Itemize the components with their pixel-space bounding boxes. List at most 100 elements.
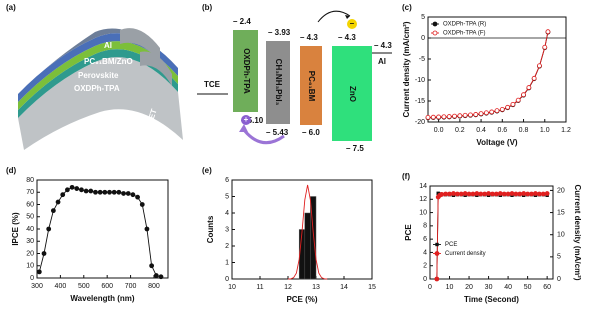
x-tick-label: 800 bbox=[148, 283, 160, 290]
energy-diagram: (b) TCE OXDPh-TPA CH₃NH₃PbI₃ PC₆₁BM ZnO … bbox=[197, 3, 392, 153]
marker bbox=[540, 191, 546, 197]
legend-marker bbox=[432, 21, 438, 27]
marker bbox=[483, 110, 489, 116]
homo-label: – 6.0 bbox=[302, 128, 320, 137]
marker bbox=[478, 191, 484, 197]
y-tick-label: 20 bbox=[26, 250, 34, 257]
device-schematic: (a) Al PC₆₁BM/ZnO Perovskite OXDPh-TPA I… bbox=[6, 3, 183, 150]
marker bbox=[545, 29, 551, 35]
marker bbox=[493, 191, 499, 197]
fit-curve bbox=[287, 184, 328, 280]
x-tick-label: 10 bbox=[446, 284, 454, 291]
marker bbox=[116, 189, 122, 195]
panel-label: (c) bbox=[402, 3, 412, 12]
y-tick-label: -5 bbox=[419, 56, 425, 63]
lumo-label: – 4.3 bbox=[300, 33, 318, 42]
panel-label: (a) bbox=[6, 3, 16, 12]
y-tick-label: 50 bbox=[26, 214, 34, 221]
marker bbox=[36, 269, 42, 275]
y2-axis-label: Current density (mA/cm²) bbox=[573, 184, 582, 280]
marker bbox=[478, 111, 484, 116]
y-tick-label: 4 bbox=[225, 210, 229, 217]
x-axis-label: Time (Second) bbox=[464, 295, 519, 304]
layer-label: Al bbox=[104, 41, 112, 50]
y2-tick-label: 10 bbox=[557, 232, 565, 239]
y-tick-label: 0 bbox=[225, 276, 229, 283]
marker bbox=[451, 191, 456, 196]
marker bbox=[473, 112, 479, 117]
marker bbox=[521, 191, 527, 196]
marker bbox=[510, 101, 516, 107]
marker bbox=[97, 189, 103, 195]
marker bbox=[430, 114, 436, 120]
plot-frame bbox=[427, 16, 567, 123]
marker bbox=[505, 104, 511, 110]
marker bbox=[497, 191, 503, 196]
marker bbox=[443, 191, 449, 197]
y2-tick-label: 15 bbox=[557, 209, 565, 216]
x-tick-label: 600 bbox=[101, 283, 113, 290]
plot-frame bbox=[429, 185, 554, 280]
y-tick-label: 40 bbox=[26, 226, 34, 233]
marker bbox=[499, 107, 505, 112]
y-tick-label: 2 bbox=[225, 243, 229, 250]
x-tick-label: 1.0 bbox=[540, 127, 550, 134]
marker bbox=[454, 191, 460, 197]
x-tick-label: 10 bbox=[228, 284, 236, 291]
marker bbox=[436, 114, 442, 120]
marker bbox=[490, 191, 495, 197]
x-tick-label: 0.4 bbox=[476, 127, 486, 134]
electron-sign: – bbox=[350, 19, 355, 28]
lumo-label: – 2.4 bbox=[233, 17, 251, 26]
marker bbox=[466, 191, 472, 197]
electrode bbox=[120, 28, 160, 63]
y-tick-label: 60 bbox=[26, 201, 34, 208]
substrate bbox=[18, 57, 183, 150]
legend-label: PCE bbox=[445, 242, 457, 248]
arrow-head bbox=[239, 124, 248, 132]
legend-label: OXDPh-TPA (R) bbox=[443, 22, 486, 28]
marker bbox=[79, 187, 84, 193]
marker bbox=[458, 191, 464, 197]
lumo-label: – 4.3 bbox=[338, 33, 356, 42]
y-tick-label: 1 bbox=[225, 259, 229, 266]
x-tick-label: 0.2 bbox=[455, 127, 465, 134]
marker bbox=[153, 273, 159, 278]
marker bbox=[107, 189, 112, 195]
layer bbox=[18, 49, 178, 118]
marker bbox=[121, 191, 126, 196]
x-tick-label: 0.0 bbox=[434, 127, 444, 134]
y-axis-label: Counts bbox=[206, 215, 215, 243]
material-box bbox=[266, 41, 290, 124]
marker bbox=[149, 263, 155, 269]
y-tick-label: 3 bbox=[225, 226, 229, 233]
layer-label: OXDPh-TPA bbox=[74, 84, 120, 93]
marker bbox=[452, 113, 457, 119]
marker bbox=[441, 114, 447, 120]
series-line bbox=[436, 192, 548, 280]
marker bbox=[542, 44, 548, 50]
y-tick-label: -10 bbox=[415, 77, 425, 84]
marker bbox=[517, 191, 523, 197]
marker bbox=[125, 191, 131, 196]
legend-marker bbox=[432, 30, 438, 36]
x-tick-label: 14 bbox=[340, 284, 348, 291]
x-axis-label: PCE (%) bbox=[286, 295, 317, 304]
marker bbox=[526, 85, 532, 90]
marker bbox=[513, 191, 519, 197]
series-line bbox=[427, 32, 549, 119]
series-line bbox=[436, 193, 548, 280]
marker bbox=[93, 189, 98, 195]
marker bbox=[158, 274, 164, 280]
x-tick-label: 400 bbox=[55, 283, 67, 290]
y2-tick-label: 0 bbox=[557, 276, 561, 283]
y-tick-label: -20 bbox=[415, 119, 425, 126]
marker bbox=[529, 191, 534, 197]
electrode-label: Al bbox=[378, 57, 386, 66]
panel-label: (b) bbox=[202, 3, 213, 12]
y2-tick-label: 20 bbox=[557, 187, 565, 194]
panel-label: (f) bbox=[402, 172, 410, 181]
x-tick-label: 11 bbox=[256, 284, 263, 291]
y-tick-label: 6 bbox=[423, 236, 427, 243]
x-tick-label: 300 bbox=[31, 283, 43, 290]
